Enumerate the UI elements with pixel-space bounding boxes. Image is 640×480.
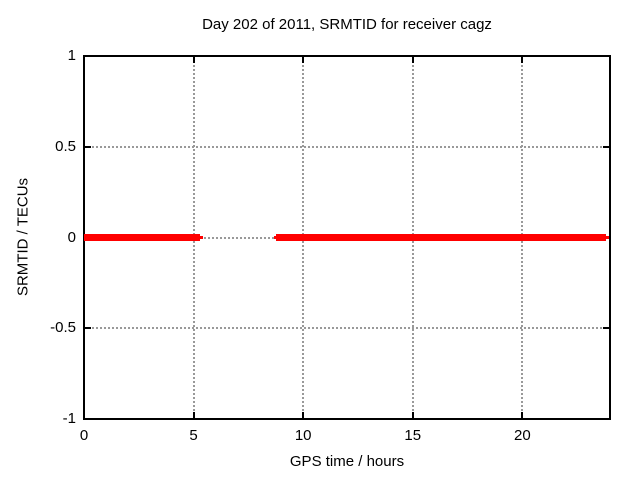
x-tick-label: 20 xyxy=(513,427,531,444)
y-tick-left xyxy=(84,145,91,148)
x-tick-top xyxy=(302,56,305,63)
y-gridline xyxy=(84,145,610,148)
x-tick-bottom xyxy=(521,412,524,419)
data-line-end-cap xyxy=(605,236,609,239)
y-tick-right xyxy=(603,145,610,148)
y-tick-label: 0 xyxy=(67,228,76,246)
x-tick-top xyxy=(521,56,524,63)
x-tick-top xyxy=(192,56,195,63)
data-line-end-cap xyxy=(200,236,204,239)
x-tick-label: 0 xyxy=(79,427,89,444)
y-tick-right xyxy=(603,418,610,420)
y-tick-left xyxy=(84,418,91,420)
chart-title: Day 202 of 2011, SRMTID for receiver cag… xyxy=(202,16,492,33)
data-line-segment xyxy=(84,234,201,241)
x-tick-top xyxy=(83,56,85,63)
x-tick-label: 10 xyxy=(294,427,312,444)
y-tick-left xyxy=(84,55,91,57)
x-tick-bottom xyxy=(302,412,305,419)
y-tick-right xyxy=(603,55,610,57)
y-tick-label: -1 xyxy=(62,410,76,427)
x-tick-label: 15 xyxy=(404,427,422,444)
data-line-end-cap xyxy=(273,236,276,239)
y-gridline xyxy=(84,327,610,330)
x-tick-top xyxy=(411,56,414,63)
x-tick-bottom xyxy=(192,412,195,419)
x-tick-bottom xyxy=(411,412,414,419)
y-tick-right xyxy=(603,327,610,330)
data-line-segment xyxy=(275,234,606,241)
y-tick-left xyxy=(84,327,91,330)
x-tick-label: 5 xyxy=(189,427,198,444)
y-tick-label: -0.5 xyxy=(50,319,76,337)
x-axis-label: GPS time / hours xyxy=(289,453,405,470)
y-tick-label: 0.5 xyxy=(55,137,76,155)
y-tick-label: 1 xyxy=(67,47,76,64)
